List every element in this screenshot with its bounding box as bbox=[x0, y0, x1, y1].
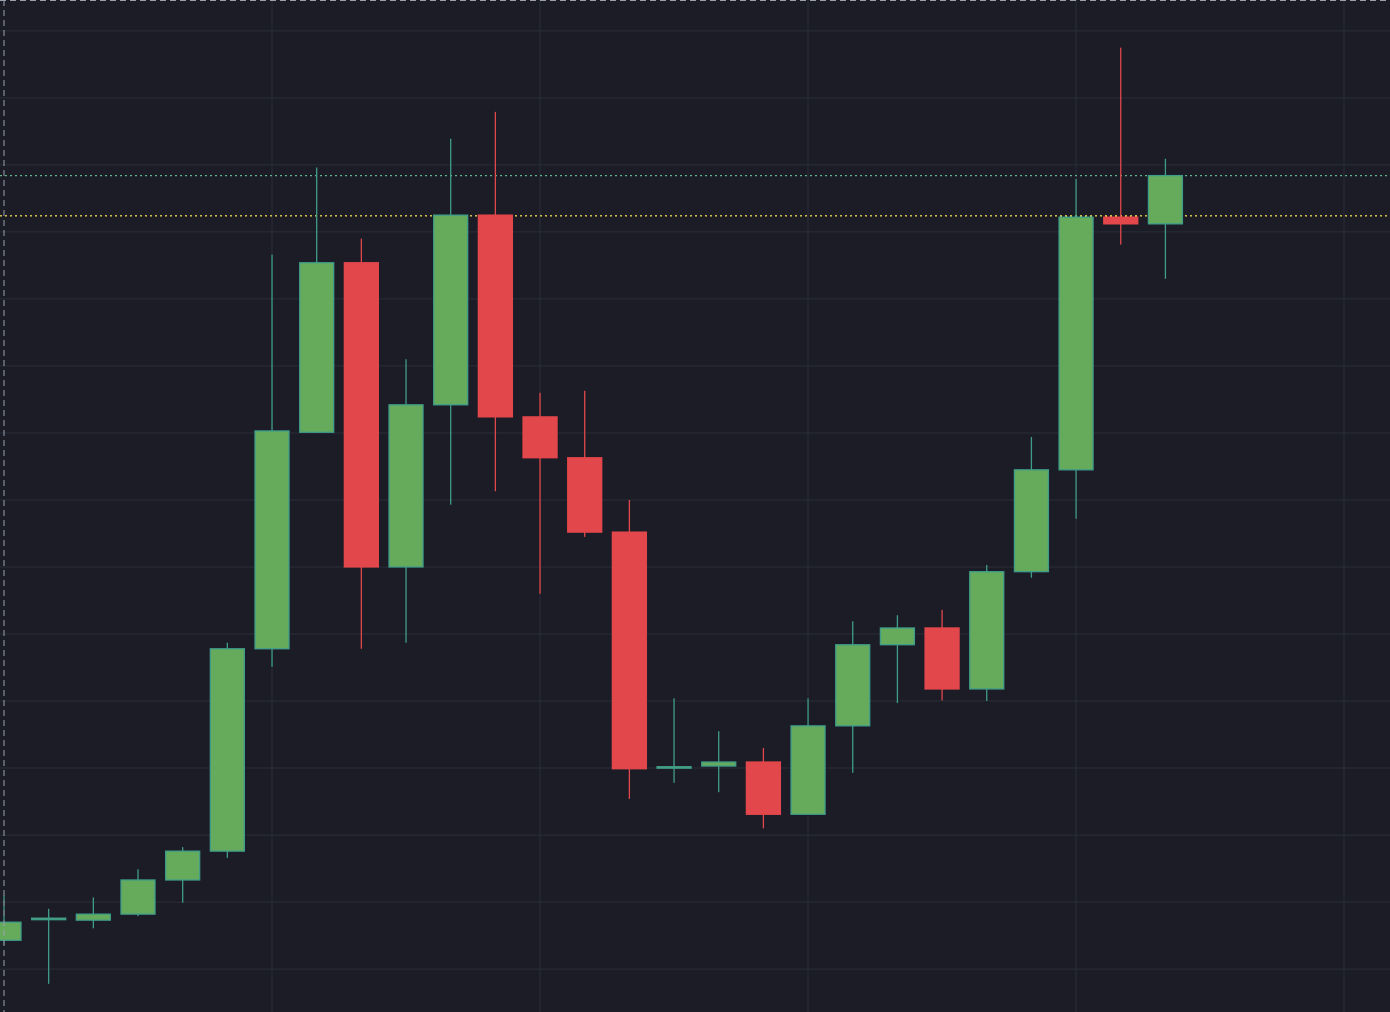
candle-body bbox=[701, 761, 737, 767]
candle-body bbox=[165, 850, 201, 881]
candle-body bbox=[1147, 174, 1184, 225]
candle-body bbox=[299, 262, 335, 433]
candle-body bbox=[567, 457, 603, 533]
candle-body bbox=[745, 761, 782, 815]
candle-body bbox=[254, 430, 290, 650]
vertical-grid bbox=[271, 0, 1345, 1012]
candle-body bbox=[0, 921, 22, 941]
candle-body bbox=[209, 648, 246, 852]
candle-body bbox=[120, 879, 156, 915]
candle-body bbox=[522, 416, 558, 459]
candle-body bbox=[835, 644, 871, 727]
candle-body bbox=[31, 917, 67, 921]
candle-body bbox=[924, 627, 960, 690]
candle-body bbox=[343, 262, 380, 568]
candle-body bbox=[611, 531, 648, 770]
candle-body bbox=[75, 913, 111, 921]
candle-body bbox=[433, 214, 469, 406]
candle-body bbox=[879, 627, 916, 646]
candle-body bbox=[477, 214, 514, 418]
candle-body bbox=[1103, 216, 1139, 225]
candle-body bbox=[656, 766, 692, 769]
candle-body bbox=[1013, 469, 1050, 573]
candle-body bbox=[1058, 216, 1094, 471]
candle-body bbox=[388, 404, 424, 568]
candle-body bbox=[790, 725, 826, 815]
candle-body bbox=[969, 571, 1005, 690]
